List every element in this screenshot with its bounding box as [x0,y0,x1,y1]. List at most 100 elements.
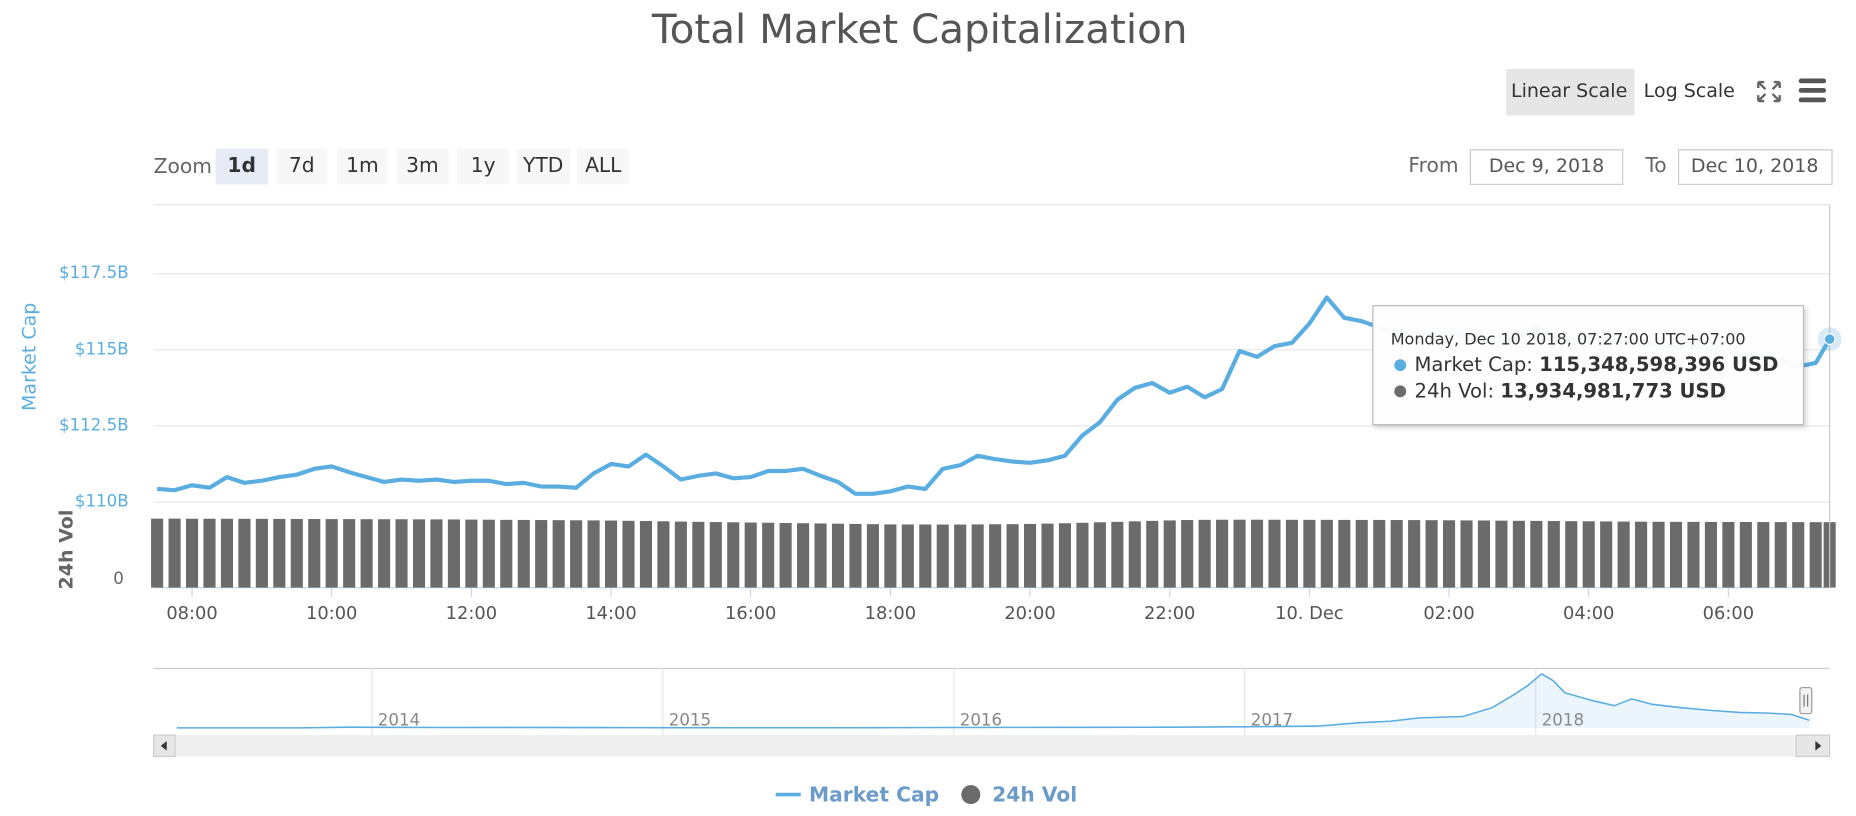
from-date[interactable]: Dec 9, 2018 [1489,155,1604,177]
x-tick-label: 18:00 [865,603,916,624]
bar [587,520,600,588]
navigator-tick-label: 2014 [378,710,420,729]
bar [727,522,740,588]
zoom-button-label[interactable]: 3m [406,153,439,177]
bar [831,523,845,588]
bar [901,524,914,588]
zoom-button-label[interactable]: 7d [289,153,315,177]
bar [465,519,478,588]
zoom-button-label[interactable]: ALL [585,153,622,177]
bar [1757,522,1770,588]
bar [1233,519,1246,588]
bar [185,518,199,588]
hover-point [1823,333,1836,346]
bar [1512,520,1525,588]
x-tick-label: 22:00 [1144,603,1195,624]
arrow-left [160,741,167,751]
bar [1268,519,1281,588]
bar [1687,521,1700,588]
legend-label[interactable]: 24h Vol [992,782,1077,806]
bar [762,522,775,588]
bar [238,518,251,588]
bar [273,518,286,588]
zoom-button-label[interactable]: YTD [522,153,563,177]
y-tick-label: $115B [75,339,129,358]
bar [325,519,338,588]
to-date[interactable]: Dec 10, 2018 [1691,155,1819,177]
zoom-button[interactable] [456,148,510,185]
zoom-button[interactable] [396,148,449,185]
legend-label[interactable]: Market Cap [809,782,939,806]
bar [517,519,530,588]
bar [1093,522,1106,588]
bar [1023,523,1037,588]
bar [570,520,583,588]
bar [1250,519,1264,588]
bar [954,524,967,588]
bar [552,520,565,588]
fullscreen-icon[interactable] [1757,80,1781,103]
y-tick-label: $110B [75,492,129,511]
y2-axis-title: 24h Vol [55,510,77,590]
bar [1600,521,1613,588]
bar [1617,521,1630,588]
zoom-button[interactable] [215,148,268,185]
from-label: From [1408,153,1458,177]
bar [1216,519,1229,588]
zoom-button-label[interactable]: 1y [471,153,496,177]
bar [1146,520,1159,588]
tooltip-label: Market Cap: [1415,353,1533,376]
y-tick-label: $117.5B [59,263,129,282]
scrollbar-track[interactable] [153,735,1830,757]
tooltip: Monday, Dec 10 2018, 07:27:00 UTC+07:00 … [1372,305,1805,426]
from-input[interactable] [1469,149,1624,185]
bar [1495,520,1508,588]
to-input[interactable] [1677,149,1833,185]
bar [692,521,705,588]
to-label: To [1644,153,1666,177]
zoom-button-label[interactable]: 1m [346,153,379,177]
bar [1338,519,1351,588]
bar [1774,522,1787,588]
bar [395,519,408,588]
zoom-button[interactable] [336,148,388,185]
bar [1792,522,1805,588]
bar [657,521,670,588]
tooltip-dot [1394,385,1407,398]
bar [1635,521,1648,588]
bar [1373,519,1386,588]
bar [168,518,181,588]
bar [482,519,495,588]
bar [1739,522,1752,588]
scroll-right[interactable] [1795,734,1831,758]
zoom-button[interactable] [276,148,328,185]
zoom-button[interactable] [516,148,570,185]
bar [290,519,303,588]
linear-scale-button[interactable]: Linear Scale [1511,80,1627,102]
y-tick-label: $112.5B [59,415,129,434]
bar [1198,519,1211,588]
menu-icon[interactable] [1798,78,1827,103]
zoom-button-label[interactable]: 1d [227,153,256,177]
bar [1128,521,1141,588]
navigator-tick-label: 2017 [1251,710,1293,729]
navigator-tick-label: 2016 [960,710,1002,729]
navigator-handle[interactable] [1799,686,1813,715]
navigator-area [176,673,1810,728]
zoom-button[interactable] [577,148,630,185]
tooltip-dot [1394,359,1407,372]
x-tick-label: 10:00 [306,603,357,624]
bar [412,519,426,588]
bar [343,519,356,588]
bar [360,519,373,588]
bar [919,524,932,588]
bar [1355,519,1368,588]
tooltip-label: 24h Vol: [1415,379,1495,402]
bar [1006,524,1019,588]
tooltip-row: 24h Vol: 13,934,981,773 USD [1415,379,1726,402]
log-scale-button[interactable]: Log Scale [1644,80,1735,102]
bar [1547,521,1560,588]
bar [535,520,548,588]
